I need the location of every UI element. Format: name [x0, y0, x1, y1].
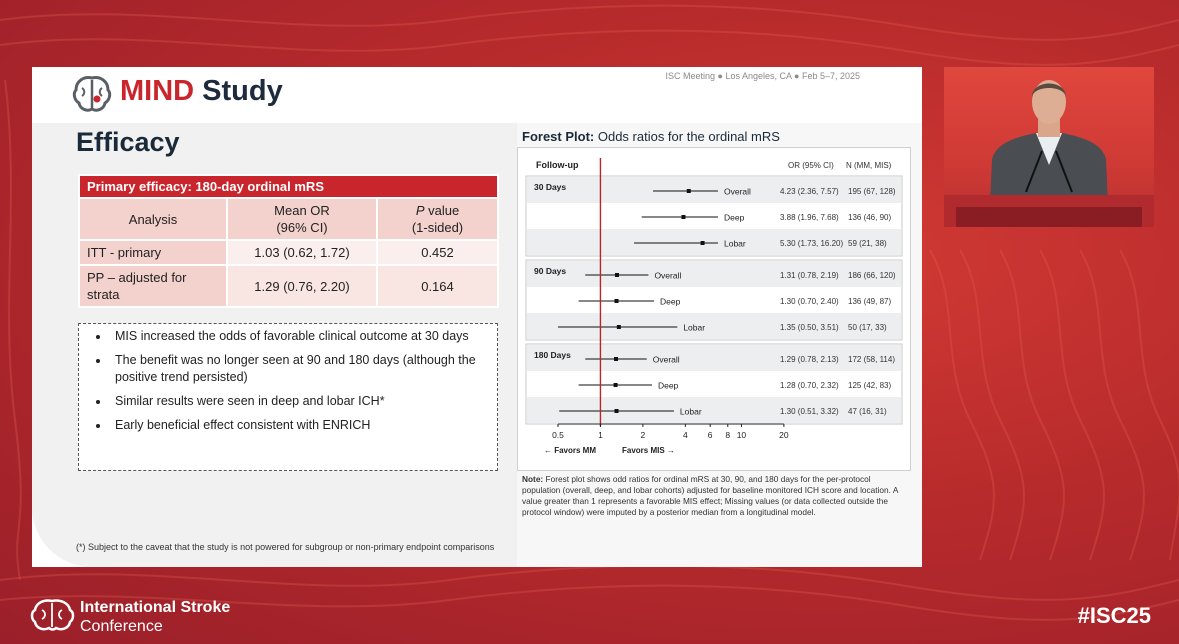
- forest-cohort-label: Deep: [660, 297, 681, 307]
- forest-cohort-label: Lobar: [680, 407, 702, 417]
- bullet-item: The benefit was no longer seen at 90 and…: [110, 352, 485, 386]
- bullet-item: Early beneficial effect consistent with …: [110, 417, 485, 434]
- forest-n-text: 59 (21, 38): [848, 239, 887, 248]
- plot-note: Note: Forest plot shows odd ratios for o…: [522, 474, 898, 517]
- forest-point: [686, 189, 691, 193]
- forest-tick-label: 1: [598, 430, 603, 440]
- forest-point: [614, 409, 619, 413]
- section-title: Efficacy: [76, 127, 180, 157]
- forest-tick-label: 20: [779, 430, 789, 440]
- forest-group-label: 180 Days: [534, 350, 571, 360]
- forest-point: [613, 383, 618, 387]
- forest-group-label: 30 Days: [534, 182, 566, 192]
- forest-n-text: 136 (49, 87): [848, 297, 891, 306]
- forest-plot-svg: Follow-up OR (95% CI) N (MM, MIS) Overall 4.…: [525, 158, 903, 455]
- forest-n-text: 186 (66, 120): [848, 271, 896, 280]
- forest-point: [681, 215, 686, 219]
- forest-n-text: 125 (42, 83): [848, 381, 891, 390]
- forest-or-text: 1.30 (0.70, 2.40): [780, 297, 839, 306]
- forest-point: [700, 241, 705, 245]
- forest-title: Forest Plot: Odds ratios for the ordinal…: [522, 129, 780, 144]
- brain-logo-icon: [72, 76, 112, 112]
- forest-or-text: 1.28 (0.70, 2.32): [780, 381, 839, 390]
- forest-row-band: [527, 229, 901, 255]
- bullet-item: Similar results were seen in deep and lo…: [110, 393, 485, 410]
- forest-row-band: [527, 313, 901, 339]
- forest-cohort-label: Lobar: [724, 239, 746, 249]
- forest-or-text: 1.29 (0.78, 2.13): [780, 355, 839, 364]
- efficacy-table: Primary efficacy: 180-day ordinal mRS An…: [78, 174, 499, 308]
- forest-group-label: 90 Days: [534, 266, 566, 276]
- hashtag: #ISC25: [1077, 603, 1151, 628]
- header-p-value: P value (1-sided): [376, 197, 499, 241]
- conference-name: International Stroke Conference: [80, 598, 230, 636]
- forest-plot: Follow-up OR (95% CI) N (MM, MIS) Overall 4.…: [517, 147, 911, 471]
- forest-or-text: 4.23 (2.36, 7.57): [780, 187, 839, 196]
- forest-row-band: [527, 345, 901, 371]
- forest-cohort-label: Deep: [724, 213, 745, 223]
- forest-point: [616, 325, 621, 329]
- forest-row-band: [527, 397, 901, 423]
- forest-point: [614, 273, 619, 277]
- row-p-value: 0.452: [376, 239, 499, 266]
- forest-n-text: 47 (16, 31): [848, 407, 887, 416]
- row-mean-or: 1.03 (0.62, 1.72): [226, 239, 378, 266]
- forest-or-text: 3.88 (1.96, 7.68): [780, 213, 839, 222]
- favors-mis-label: Favors MIS →: [622, 446, 675, 455]
- meeting-line: ISC Meeting ● Los Angeles, CA ● Feb 5–7,…: [665, 71, 861, 81]
- table-row: ITT - primary 1.03 (0.62, 1.72) 0.452: [78, 239, 499, 266]
- isc-brain-logo-icon: [30, 599, 75, 631]
- forest-cohort-label: Overall: [654, 271, 681, 281]
- forest-point: [614, 299, 619, 303]
- table-caption: Primary efficacy: 180-day ordinal mRS: [78, 174, 499, 199]
- table-row: PP – adjusted for strata 1.29 (0.76, 2.20…: [78, 264, 499, 308]
- forest-tick-label: 6: [708, 430, 713, 440]
- forest-n-text: 195 (67, 128): [848, 187, 896, 196]
- speaker-video: [944, 67, 1154, 227]
- forest-n-text: 136 (46, 90): [848, 213, 891, 222]
- forest-or-text: 1.30 (0.51, 3.32): [780, 407, 839, 416]
- forest-cohort-label: Overall: [724, 187, 751, 197]
- forest-or-text: 1.31 (0.78, 2.19): [780, 271, 839, 280]
- forest-col-followup: Follow-up: [536, 160, 579, 170]
- forest-tick-label: 8: [725, 430, 730, 440]
- speaker-figure: [944, 80, 1154, 227]
- row-analysis: ITT - primary: [78, 239, 228, 266]
- forest-n-text: 50 (17, 33): [848, 323, 887, 332]
- header-analysis: Analysis: [78, 197, 228, 241]
- slide: MIND Study ISC Meeting ● Los Angeles, CA…: [32, 67, 922, 567]
- bullet-item: MIS increased the odds of favorable clin…: [110, 328, 485, 345]
- forest-row-band: [527, 261, 901, 287]
- forest-tick-label: 2: [641, 430, 646, 440]
- forest-point: [614, 357, 619, 361]
- row-analysis: PP – adjusted for strata: [78, 264, 228, 308]
- forest-col-n: N (MM, MIS): [846, 161, 892, 170]
- header-mean-or: Mean OR (96% CI): [226, 197, 378, 241]
- findings-box: MIS increased the odds of favorable clin…: [78, 323, 498, 471]
- forest-col-or: OR (95% CI): [788, 161, 834, 170]
- conference-name-line1: International Stroke: [80, 599, 231, 616]
- conference-name-line2: Conference: [80, 618, 163, 635]
- logo-mind: MIND: [120, 75, 195, 107]
- forest-tick-label: 4: [683, 430, 688, 440]
- row-mean-or: 1.29 (0.76, 2.20): [226, 264, 378, 308]
- logo-study: Study: [202, 75, 283, 107]
- forest-row-band: [527, 177, 901, 203]
- forest-n-text: 172 (58, 114): [848, 355, 895, 364]
- forest-or-text: 5.30 (1.73, 16.20): [780, 239, 843, 248]
- forest-or-text: 1.35 (0.50, 3.51): [780, 323, 839, 332]
- row-p-value: 0.164: [376, 264, 499, 308]
- forest-cohort-label: Overall: [653, 355, 680, 365]
- footnote: (*) Subject to the caveat that the study…: [76, 542, 495, 552]
- forest-cohort-label: Lobar: [683, 323, 705, 333]
- forest-tick-label: 0.5: [552, 430, 564, 440]
- study-logo-text: MIND Study: [120, 75, 283, 108]
- favors-mm-label: ← Favors MM: [544, 446, 596, 455]
- forest-tick-label: 10: [737, 430, 747, 440]
- forest-cohort-label: Deep: [658, 381, 679, 391]
